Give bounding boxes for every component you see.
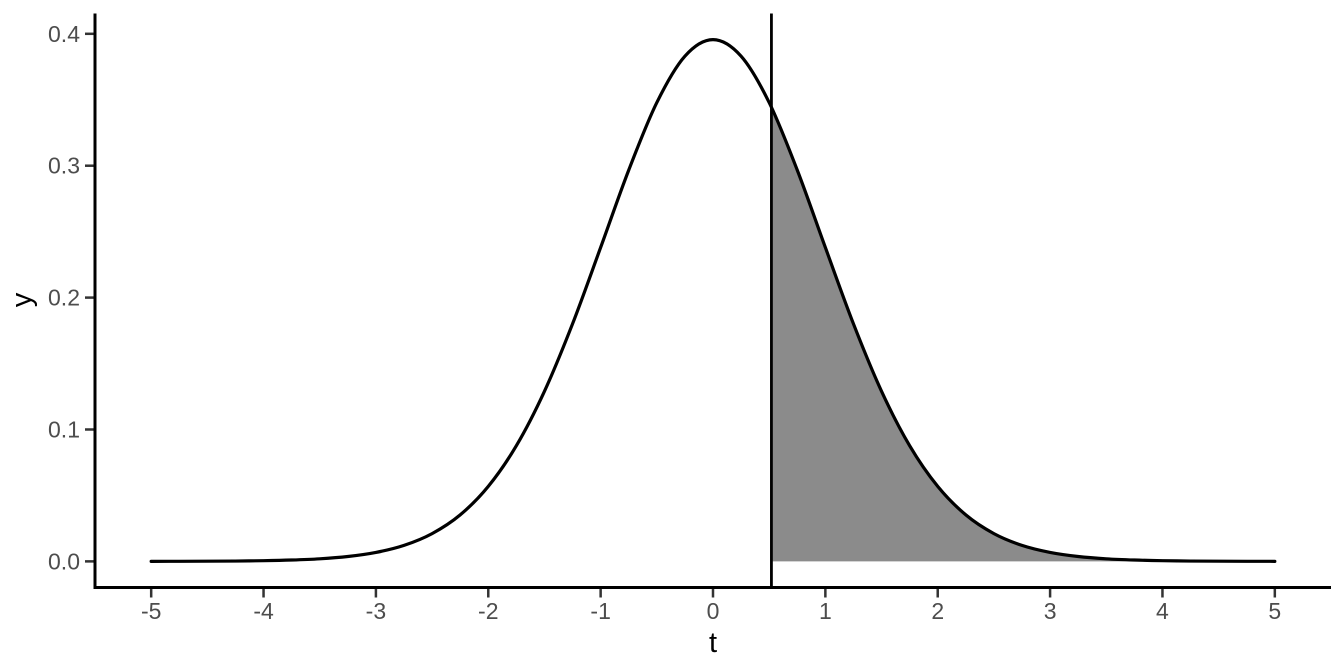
x-tick-label: -4 — [253, 598, 274, 624]
x-tick-label: 1 — [819, 598, 832, 624]
shaded-tail-area-layer — [771, 107, 1275, 562]
tick-label-layer: -5 -4 -3 -2 -1 0 1 2 3 4 5 0.0 0.1 0.2 0.3 0.4 — [48, 21, 1281, 624]
x-tick-label: 4 — [1156, 598, 1169, 624]
shaded-tail-area — [771, 107, 1275, 562]
x-tick-label: -3 — [366, 598, 386, 624]
axis-layer — [93, 13, 1331, 589]
x-tick-label: 5 — [1268, 598, 1281, 624]
x-tick-label: -5 — [141, 598, 161, 624]
x-tick-label: -1 — [590, 598, 610, 624]
x-tick-label: 2 — [931, 598, 944, 624]
y-tick-label: 0.1 — [48, 416, 80, 442]
y-axis-title: y — [6, 292, 38, 307]
y-tick-label: 0.2 — [48, 285, 80, 311]
x-axis-title: t — [709, 627, 717, 659]
x-tick-label: -2 — [478, 598, 498, 624]
density-curve — [149, 37, 1277, 563]
tick-layer — [85, 32, 1277, 598]
x-tick-label: 3 — [1044, 598, 1057, 624]
y-tick-label: 0.3 — [48, 153, 80, 179]
y-tick-label: 0.0 — [48, 548, 80, 574]
x-tick-label: 0 — [707, 598, 720, 624]
density-curve-layer — [149, 37, 1277, 563]
y-tick-label: 0.4 — [48, 21, 80, 47]
